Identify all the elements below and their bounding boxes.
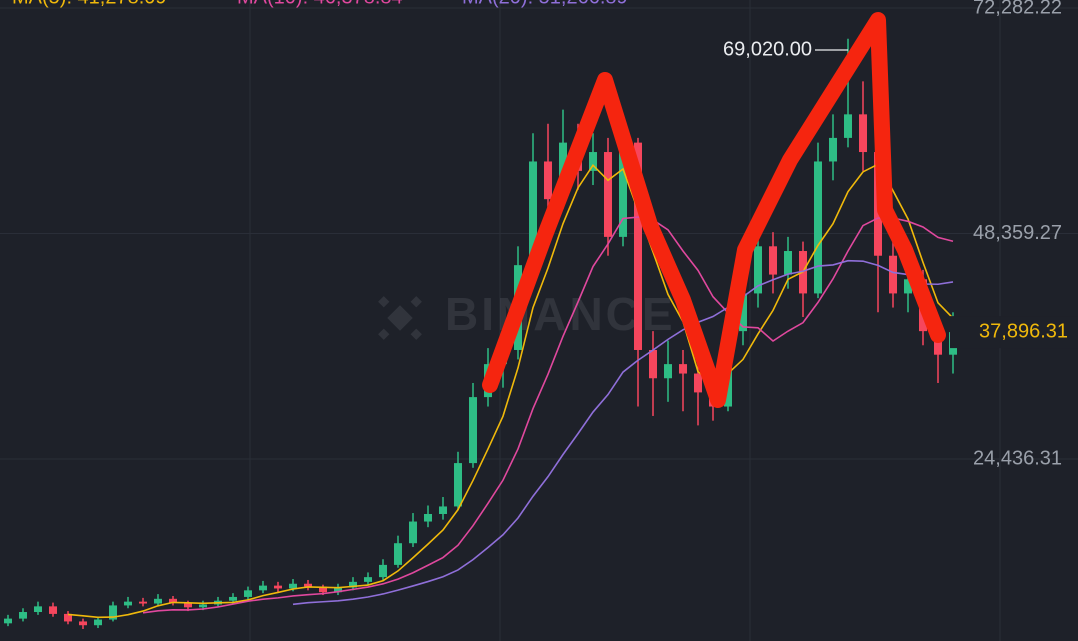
candle-body	[529, 161, 537, 266]
candle-body	[904, 279, 912, 294]
candle-body	[19, 612, 27, 619]
candle-body	[679, 364, 687, 374]
candle-body	[739, 293, 747, 332]
candle-body	[379, 564, 387, 578]
last-price-label: 37,896.31	[979, 320, 1068, 342]
ma-line	[142, 216, 954, 614]
ma-line	[67, 163, 954, 619]
candle-body	[769, 246, 777, 275]
candle-body	[154, 598, 162, 604]
candle-body	[889, 255, 897, 294]
ma-label: MA(20): 51,266.89	[462, 0, 628, 8]
candle-body	[589, 152, 597, 171]
candle-body	[319, 586, 327, 593]
candle-body	[454, 463, 462, 507]
candle-body	[274, 585, 282, 589]
candle-body	[784, 251, 792, 275]
candle-body	[394, 543, 402, 565]
candle-body	[754, 246, 762, 294]
candle-body	[49, 606, 57, 614]
moving-averages	[67, 163, 954, 619]
candle-body	[469, 397, 477, 464]
candle-body	[634, 142, 642, 350]
candle-body	[649, 349, 657, 379]
candle-body	[109, 605, 117, 620]
candle-body	[244, 590, 252, 597]
candle-body	[304, 583, 312, 587]
candle-body	[694, 373, 702, 393]
candle-body	[334, 587, 342, 593]
candle-body	[604, 152, 612, 237]
candle-body	[94, 619, 102, 626]
candle-body	[64, 613, 72, 622]
y-tick-label: 48,359.27	[973, 222, 1062, 244]
candle-body	[844, 114, 852, 138]
hand-drawn-m	[482, 12, 946, 408]
y-tick-label: 72,282.22	[973, 0, 1062, 18]
candle-body	[829, 137, 837, 162]
candle-body	[229, 596, 237, 601]
candle-body	[424, 513, 432, 522]
candle-body	[184, 602, 192, 608]
candle-body	[4, 618, 12, 624]
y-tick-label: 24,436.31	[973, 447, 1062, 469]
candle-body	[814, 161, 822, 294]
candle-body	[289, 583, 297, 589]
labels: 72,282.22 48,359.27 24,436.31 MA(5): 41,278…	[12, 0, 1078, 469]
candle-body	[409, 521, 417, 544]
candle-body	[124, 601, 132, 606]
candle-body	[349, 581, 357, 588]
candle-body	[619, 142, 627, 237]
ma-line	[292, 259, 954, 606]
candle-body	[364, 577, 372, 582]
candle-body	[139, 601, 147, 604]
candle-body	[199, 604, 207, 608]
candle-body	[259, 585, 267, 591]
ma-label: MA(10): 46,378.84	[237, 0, 403, 8]
candle-body	[544, 161, 552, 200]
candle-body	[169, 598, 177, 603]
candle-body	[439, 506, 447, 514]
candle-body	[79, 621, 87, 626]
ma-label: MA(5): 41,278.09	[12, 0, 167, 8]
last-price-box	[950, 316, 1078, 349]
candle-body	[664, 364, 672, 379]
high-annotation-label: 69,020.00	[723, 38, 812, 60]
candle-body	[34, 606, 42, 613]
candle-body	[859, 114, 867, 153]
